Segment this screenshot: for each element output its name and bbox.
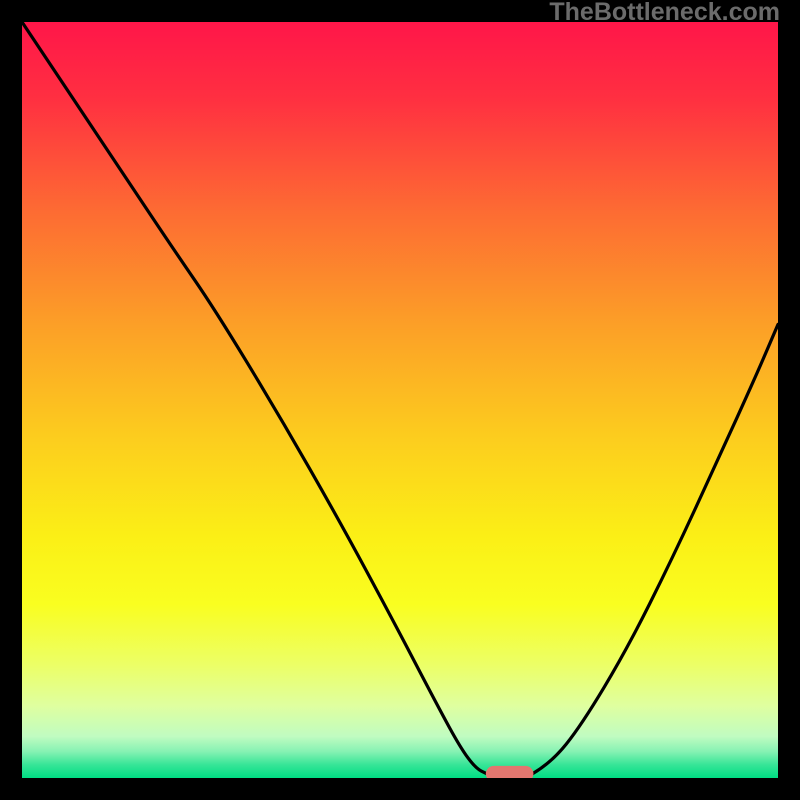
gradient-background	[22, 22, 778, 778]
optimal-marker	[486, 766, 534, 778]
chart-frame: TheBottleneck.com	[0, 0, 800, 800]
plot-area	[22, 22, 778, 778]
chart-svg	[22, 22, 778, 778]
